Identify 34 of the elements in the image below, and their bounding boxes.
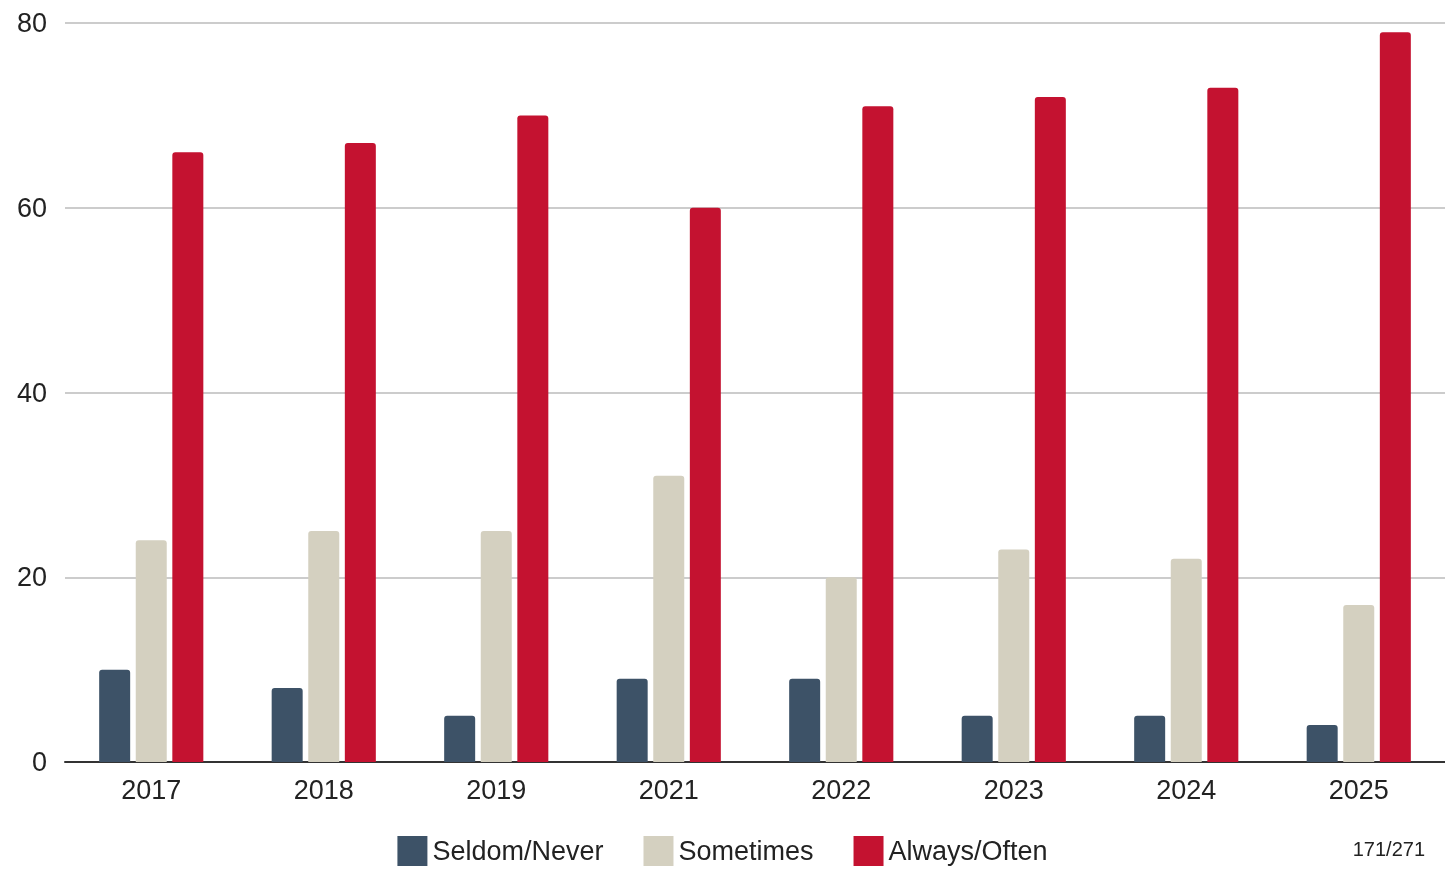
x-tick-label: 2021	[638, 774, 699, 805]
y-tick-label: 80	[16, 8, 47, 38]
bar	[444, 715, 476, 762]
bar	[517, 115, 549, 762]
bar	[1306, 725, 1338, 762]
bar	[1343, 604, 1375, 762]
x-tick-label: 2017	[121, 774, 182, 805]
bar	[1207, 87, 1239, 762]
bar	[862, 106, 894, 762]
x-tick-label: 2025	[1328, 774, 1389, 805]
bar	[344, 143, 376, 762]
text: 171/271	[1352, 838, 1425, 860]
bar	[99, 669, 131, 762]
bar	[271, 688, 303, 762]
bar	[616, 678, 648, 762]
y-tick-label: 60	[16, 192, 47, 223]
bar	[789, 678, 821, 762]
legend-label: Seldom/Never	[432, 836, 604, 866]
bar	[961, 715, 993, 762]
x-tick-label: 2018	[293, 774, 354, 805]
y-tick-label: 40	[16, 377, 47, 408]
bar	[1379, 32, 1411, 762]
bar	[689, 207, 721, 762]
bar	[172, 152, 204, 762]
x-tick-label: 2024	[1156, 774, 1217, 805]
bar	[1134, 715, 1166, 762]
legend-label: Sometimes	[678, 836, 814, 866]
x-tick-label: 2019	[466, 774, 527, 805]
y-tick-label: 0	[31, 747, 47, 777]
bar	[1034, 96, 1066, 762]
x-tick-label: 2022	[811, 774, 872, 805]
y-tick-label: 20	[16, 562, 47, 593]
legend-label: Always/Often	[888, 836, 1048, 866]
x-tick-label: 2023	[983, 774, 1044, 805]
